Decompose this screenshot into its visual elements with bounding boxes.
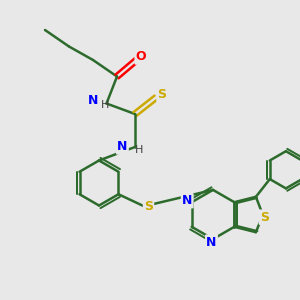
Text: N: N	[182, 194, 192, 207]
Text: H: H	[135, 145, 144, 155]
Text: N: N	[88, 94, 98, 107]
Text: O: O	[136, 50, 146, 64]
Text: H: H	[101, 100, 109, 110]
Text: S: S	[260, 211, 269, 224]
Text: N: N	[117, 140, 128, 154]
Text: N: N	[206, 236, 217, 249]
Text: S: S	[144, 200, 153, 213]
Text: S: S	[158, 88, 166, 101]
